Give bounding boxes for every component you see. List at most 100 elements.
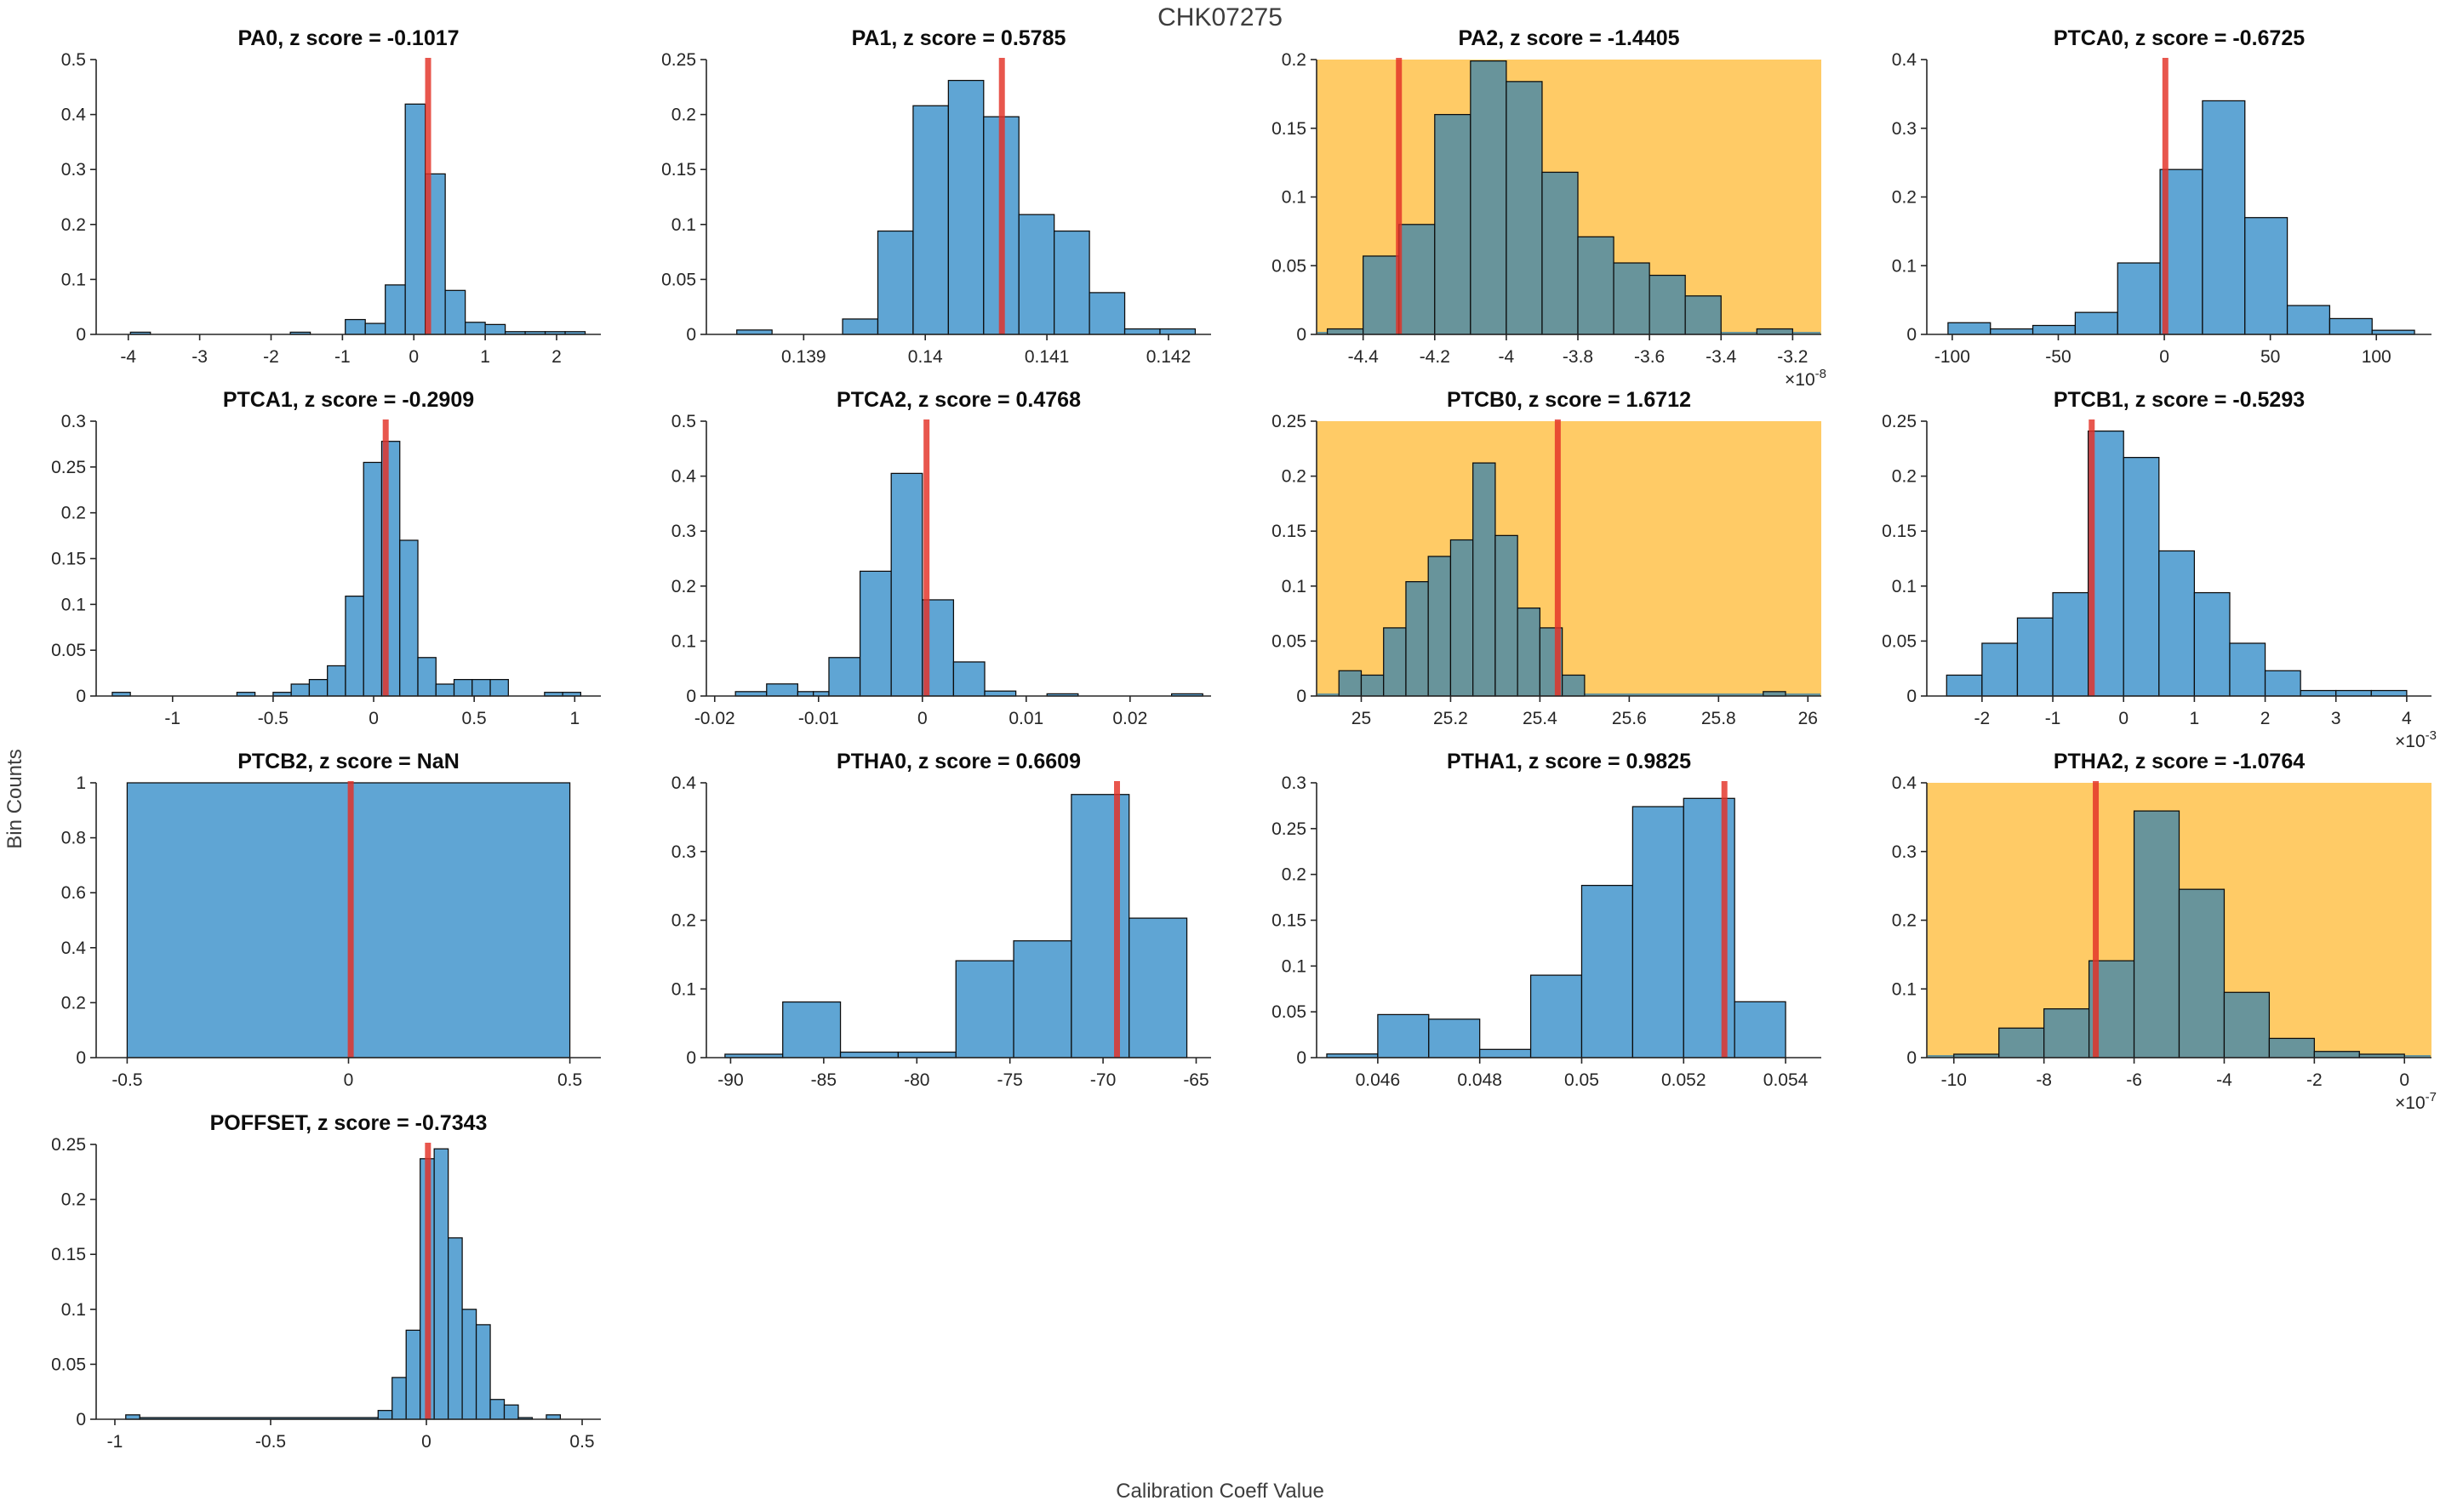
y-tick-label: 0.1 bbox=[1282, 577, 1306, 596]
histogram-bar bbox=[290, 683, 311, 697]
histogram-bar bbox=[1998, 1027, 2045, 1058]
y-tick-label: 0.1 bbox=[1892, 577, 1917, 596]
subplot-title: PA2, z score = -1.4405 bbox=[1458, 26, 1679, 50]
subplot-ptha0-svg: 0 0.1 0.2 0.3 0.4 -90 -85 -80 -75 -70 -65 PTHA0, z … bbox=[671, 750, 1211, 1090]
subplot-ptha2: 0 0.1 0.2 0.3 0.4 -10 -8 -6 -4 -2 0 ×10-7 PTHA2, z s… bbox=[1846, 747, 2440, 1109]
subplot-pa2-svg: 0 0.05 0.1 0.15 0.2 -4.4 -4.2 -4 -3.8 -3.6 -3.4 -3.… bbox=[1271, 26, 1826, 385]
histogram-bar bbox=[2229, 642, 2266, 697]
histogram-bar bbox=[2313, 1051, 2360, 1058]
histogram-bar bbox=[1494, 534, 1518, 697]
y-tick-label: 0.2 bbox=[1892, 188, 1917, 208]
histogram-bars bbox=[129, 103, 586, 335]
x-tick-label: 0 bbox=[369, 709, 379, 728]
y-tick-label: 0.25 bbox=[1271, 819, 1306, 839]
histogram-bar bbox=[391, 1377, 407, 1420]
x-tick-label: 0.052 bbox=[1661, 1070, 1706, 1090]
x-tick-label: 3 bbox=[2331, 709, 2341, 728]
subplot-poffset: 0 0.05 0.1 0.15 0.2 0.25 -1 -0.5 0 0.5 POFFSET, z … bbox=[15, 1109, 611, 1470]
y-axis-label: Bin Counts bbox=[3, 749, 26, 849]
histogram-bar bbox=[2016, 617, 2054, 697]
y-tick-label: 0 bbox=[1296, 1048, 1306, 1068]
histogram-bar bbox=[2031, 324, 2077, 335]
x-tick-label: 0 bbox=[409, 347, 419, 367]
x-tick-label: 25.4 bbox=[1523, 709, 1557, 728]
x-tick-label: -4.4 bbox=[1348, 347, 1380, 367]
x-tick-label: 0.5 bbox=[569, 1432, 594, 1452]
tick-labels: 0 0.05 0.1 0.15 0.2 0.25 -1 -0.5 0 0.5 bbox=[51, 1135, 595, 1452]
histogram-bar bbox=[448, 1237, 463, 1420]
y-tick-label: 0.8 bbox=[61, 829, 86, 848]
x-tick-label: 26 bbox=[1798, 709, 1818, 728]
histogram-bar bbox=[1159, 328, 1197, 335]
y-tick-label: 0.05 bbox=[1271, 256, 1306, 276]
subplot-title: PA0, z score = -0.1017 bbox=[237, 26, 459, 50]
histogram-bars bbox=[125, 1148, 562, 1420]
x-tick-label: -1 bbox=[334, 347, 351, 367]
tick-labels: 0 0.05 0.1 0.15 0.2 -4.4 -4.2 -4 -3.8 -3.6 -3.4 -3.… bbox=[1271, 50, 1808, 367]
subplot-ptcb2-svg: 0 0.2 0.4 0.6 0.8 1 -0.5 0 0.5 PTCB2, z score = N… bbox=[61, 750, 601, 1090]
y-tick-label: 0.5 bbox=[671, 412, 696, 431]
subplot-ptca0: 0 0.1 0.2 0.3 0.4 -100 -50 0 50 100 PTCA0, z score… bbox=[1846, 24, 2440, 385]
histogram-bar bbox=[465, 322, 486, 335]
y-tick-label: 0.05 bbox=[661, 270, 696, 289]
y-tick-label: 0.1 bbox=[61, 270, 86, 289]
y-tick-label: 0.3 bbox=[1282, 773, 1306, 793]
x-axis-exponent: ×10-8 bbox=[1785, 367, 1826, 385]
x-tick-label: -65 bbox=[1183, 1070, 1209, 1090]
axes bbox=[1316, 421, 1821, 697]
subplot-title: POFFSET, z score = -0.7343 bbox=[210, 1111, 488, 1135]
x-tick-label: 50 bbox=[2260, 347, 2280, 367]
x-tick-label: -4 bbox=[2216, 1070, 2232, 1090]
y-tick-label: 0.15 bbox=[661, 160, 696, 180]
y-tick-label: 0.3 bbox=[61, 412, 86, 431]
x-tick-label: -3.4 bbox=[1706, 347, 1737, 367]
histogram-bar bbox=[2370, 689, 2408, 697]
y-tick-label: 0.3 bbox=[1892, 842, 1917, 862]
y-tick-label: 0.4 bbox=[1892, 773, 1917, 793]
subplot-poffset-svg: 0 0.05 0.1 0.15 0.2 0.25 -1 -0.5 0 0.5 POFFSET, z … bbox=[51, 1111, 601, 1452]
y-tick-label: 0 bbox=[1296, 687, 1306, 706]
histogram-bar bbox=[1577, 236, 1614, 335]
histogram-bar bbox=[471, 678, 491, 697]
histogram-bar bbox=[2123, 457, 2160, 697]
x-tick-label: -4 bbox=[1499, 347, 1515, 367]
histogram-bar bbox=[1427, 556, 1452, 697]
subplot-ptcb0-svg: 0 0.05 0.1 0.15 0.2 0.25 25 25.2 25.4 25.6 25.8 26 P… bbox=[1271, 388, 1821, 728]
y-tick-label: 0.1 bbox=[1892, 979, 1917, 999]
axes bbox=[706, 60, 1211, 335]
histogram-bar bbox=[1981, 642, 2019, 697]
histogram-bar bbox=[1946, 674, 1983, 697]
y-tick-label: 0.1 bbox=[671, 979, 696, 999]
subplot-pa2: 0 0.05 0.1 0.15 0.2 -4.4 -4.2 -4 -3.8 -3.6 -3.4 -3.… bbox=[1236, 24, 1831, 385]
histogram-bar bbox=[377, 1410, 393, 1420]
histogram-bar bbox=[385, 284, 406, 335]
figure-title: CHK07275 bbox=[1157, 3, 1283, 31]
y-tick-label: 0 bbox=[686, 325, 696, 345]
axes bbox=[706, 421, 1211, 697]
x-tick-label: 0 bbox=[2399, 1070, 2409, 1090]
subplot-ptha1: 0 0.05 0.1 0.15 0.2 0.25 0.3 0.046 0.048 0.05 0.05… bbox=[1236, 747, 1831, 1109]
histogram-bar bbox=[839, 1051, 900, 1058]
x-tick-label: -0.01 bbox=[798, 709, 839, 728]
x-tick-label: 0 bbox=[2159, 347, 2169, 367]
y-tick-label: 0.15 bbox=[1271, 911, 1306, 931]
subplot-title: PTCB2, z score = NaN bbox=[237, 750, 460, 773]
x-tick-label: -0.5 bbox=[258, 709, 289, 728]
y-tick-label: 0 bbox=[1906, 1048, 1917, 1068]
y-tick-label: 0.2 bbox=[61, 504, 86, 523]
x-tick-label: -4.2 bbox=[1420, 347, 1450, 367]
tick-labels: 0 0.1 0.2 0.3 0.4 0.5 -4 -3 -2 -1 0 1 2 bbox=[61, 50, 562, 367]
histogram-bar bbox=[453, 678, 473, 697]
y-tick-label: 0.15 bbox=[1882, 522, 1917, 541]
x-tick-label: 1 bbox=[2190, 709, 2200, 728]
histogram-bars bbox=[734, 472, 1203, 697]
histogram-bar bbox=[877, 230, 914, 335]
histogram-bar bbox=[2335, 689, 2372, 697]
y-tick-label: 0.2 bbox=[1892, 467, 1917, 487]
histogram-bar bbox=[984, 690, 1017, 697]
x-tick-label: -2 bbox=[2306, 1070, 2323, 1090]
y-tick-label: 0.2 bbox=[1892, 911, 1917, 931]
histogram-bar bbox=[363, 461, 383, 697]
subplot-ptcb2: 0 0.2 0.4 0.6 0.8 1 -0.5 0 0.5 PTCB2, z score = N… bbox=[15, 747, 611, 1109]
